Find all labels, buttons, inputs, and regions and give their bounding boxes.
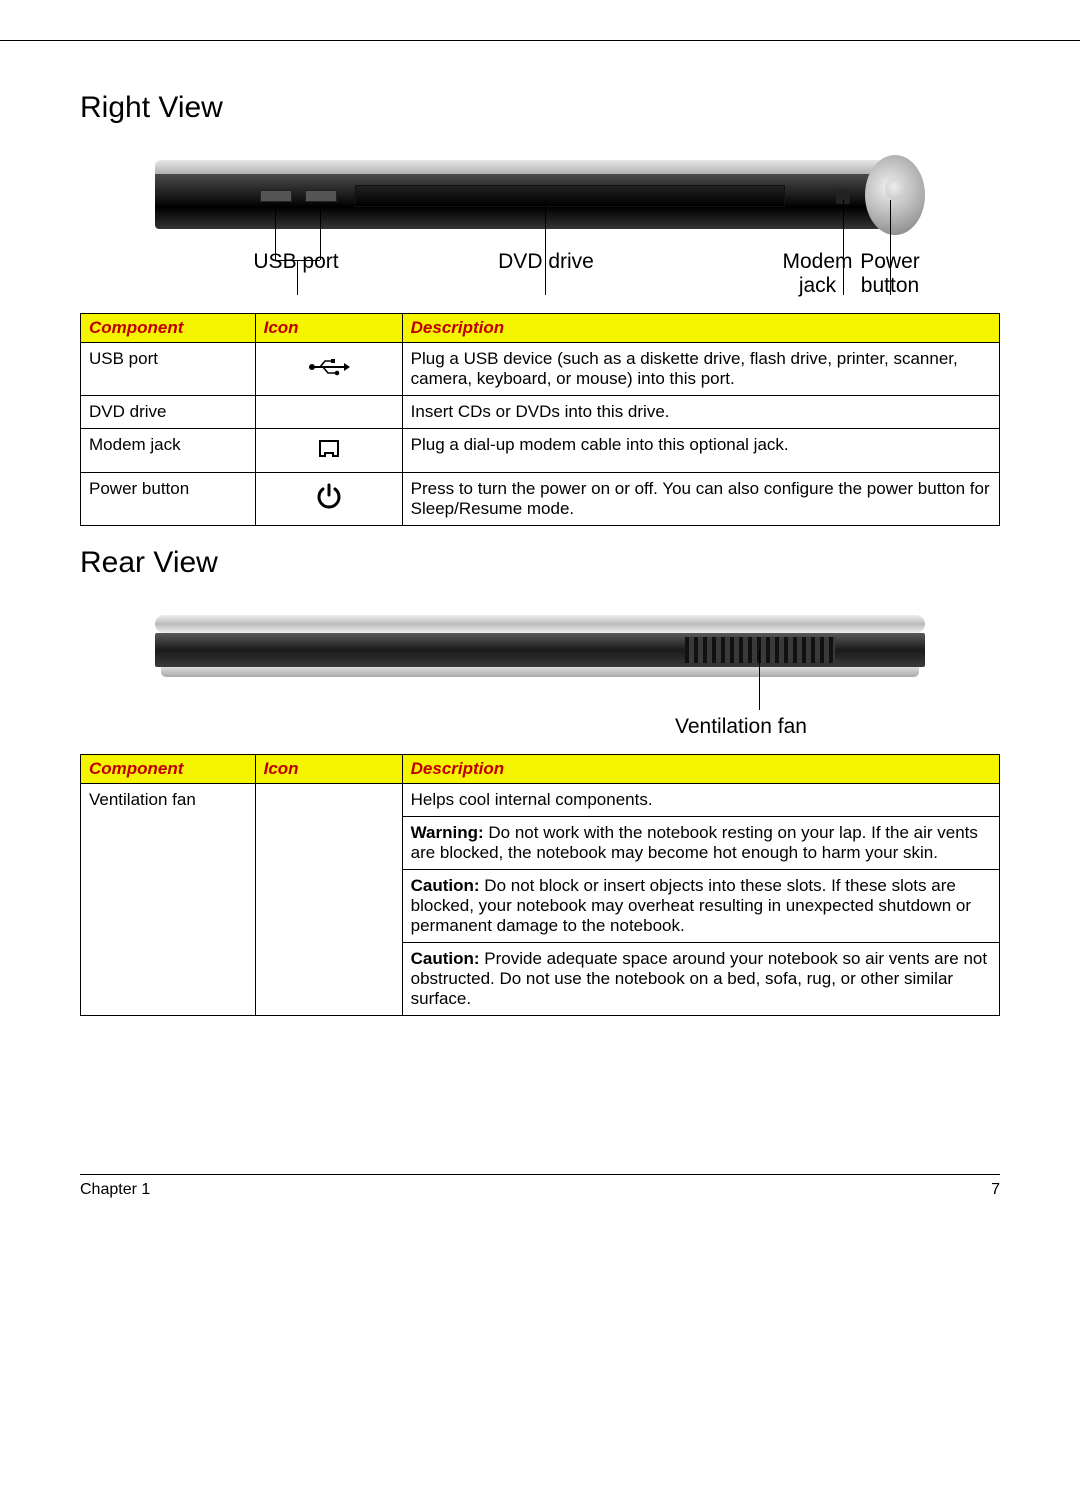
usb-port-label: USB port [251, 250, 341, 298]
rear-view-table: Component Icon Description Ventilation f… [80, 754, 1000, 1016]
caution-bold: Caution: [411, 949, 480, 968]
th-description: Description [402, 755, 999, 784]
warning-bold: Warning: [411, 823, 484, 842]
footer-page-number: 7 [991, 1181, 1000, 1199]
th-description: Description [402, 314, 999, 343]
cell-description: Caution: Provide adequate space around y… [402, 943, 999, 1016]
caution-bold: Caution: [411, 876, 480, 895]
cell-component: Ventilation fan [81, 784, 256, 1016]
right-view-heading: Right View [80, 91, 1000, 125]
right-view-table: Component Icon Description USB port Plug… [80, 313, 1000, 526]
footer-chapter: Chapter 1 [80, 1181, 150, 1199]
th-component: Component [81, 755, 256, 784]
table-row: USB port Plug a USB device (such as a di… [81, 343, 1000, 396]
cell-description: Press to turn the power on or off. You c… [402, 473, 999, 526]
table-row: Power button Press to turn the power on … [81, 473, 1000, 526]
table-header-row: Component Icon Description [81, 314, 1000, 343]
right-view-labels: USB port DVD drive Modem jack Power butt… [155, 250, 925, 298]
caution-text: Do not block or insert objects into thes… [411, 876, 971, 935]
blank-icon [255, 784, 402, 1016]
cell-component: USB port [81, 343, 256, 396]
modem-jack-icon [255, 429, 402, 473]
right-view-figure: USB port DVD drive Modem jack Power butt… [155, 140, 925, 298]
laptop-right-illustration [155, 140, 925, 250]
cell-description: Warning: Do not work with the notebook r… [402, 817, 999, 870]
ventilation-fan-label: Ventilation fan [155, 715, 925, 739]
caution-text: Provide adequate space around your noteb… [411, 949, 987, 1008]
cell-description: Plug a USB device (such as a diskette dr… [402, 343, 999, 396]
page-footer: Chapter 1 7 [80, 1174, 1000, 1199]
cell-description: Plug a dial-up modem cable into this opt… [402, 429, 999, 473]
th-component: Component [81, 314, 256, 343]
cell-description: Helps cool internal components. [402, 784, 999, 817]
table-row: DVD drive Insert CDs or DVDs into this d… [81, 396, 1000, 429]
page-content: Right View USB port DVD drive [0, 40, 1080, 1054]
blank-icon [255, 396, 402, 429]
dvd-drive-label: DVD drive [491, 250, 601, 298]
table-row: Ventilation fan Helps cool internal comp… [81, 784, 1000, 817]
rear-view-heading: Rear View [80, 546, 1000, 580]
laptop-rear-illustration [155, 605, 925, 685]
cell-component: Modem jack [81, 429, 256, 473]
table-row: Modem jack Plug a dial-up modem cable in… [81, 429, 1000, 473]
cell-component: DVD drive [81, 396, 256, 429]
rear-view-figure: Ventilation fan [155, 605, 925, 739]
cell-description: Caution: Do not block or insert objects … [402, 870, 999, 943]
usb-icon [255, 343, 402, 396]
th-icon: Icon [255, 314, 402, 343]
warning-text: Do not work with the notebook resting on… [411, 823, 978, 862]
table-header-row: Component Icon Description [81, 755, 1000, 784]
th-icon: Icon [255, 755, 402, 784]
cell-description: Insert CDs or DVDs into this drive. [402, 396, 999, 429]
cell-component: Power button [81, 473, 256, 526]
power-icon [255, 473, 402, 526]
